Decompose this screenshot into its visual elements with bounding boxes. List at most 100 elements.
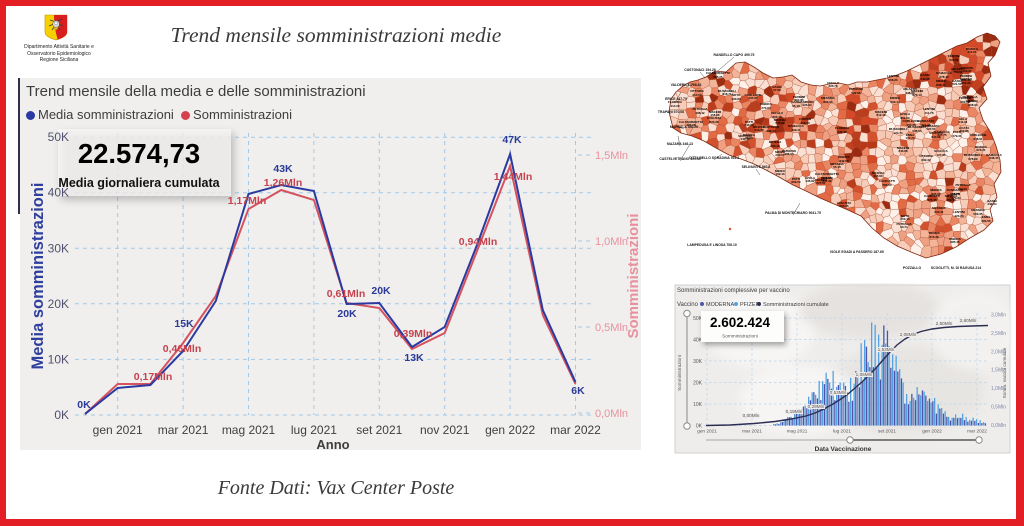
- svg-text:CALTANISSETTA: CALTANISSETTA: [815, 172, 840, 176]
- svg-text:441.91: 441.91: [958, 120, 968, 124]
- svg-text:124.74: 124.74: [893, 131, 903, 135]
- svg-text:342.34: 342.34: [987, 202, 997, 206]
- svg-text:CEFALU: CEFALU: [827, 81, 839, 85]
- svg-text:COMISO: COMISO: [799, 117, 812, 121]
- svg-text:MILAZZO: MILAZZO: [903, 87, 917, 91]
- svg-text:306.98: 306.98: [686, 123, 696, 127]
- svg-text:10K: 10K: [48, 352, 69, 366]
- svg-text:MINEO: MINEO: [890, 96, 901, 100]
- svg-text:lug 2021: lug 2021: [833, 429, 851, 434]
- svg-text:169.43: 169.43: [775, 172, 785, 176]
- svg-text:411.76: 411.76: [924, 111, 933, 115]
- svg-text:499.11: 499.11: [791, 128, 800, 132]
- svg-text:10K: 10K: [693, 402, 703, 408]
- svg-text:0,0Mln: 0,0Mln: [991, 423, 1006, 429]
- svg-text:214.59: 214.59: [692, 93, 702, 97]
- svg-text:2,0Mln: 2,0Mln: [991, 349, 1006, 355]
- svg-text:Somministrazioni cumulate: Somministrazioni cumulate: [763, 302, 829, 308]
- svg-text:313.78: 313.78: [754, 128, 764, 132]
- svg-text:RIBERA: RIBERA: [760, 102, 772, 106]
- svg-text:NOTO: NOTO: [901, 214, 910, 218]
- svg-text:673.14: 673.14: [912, 93, 922, 97]
- svg-text:273.83: 273.83: [761, 106, 771, 110]
- svg-text:0,5Mln: 0,5Mln: [991, 405, 1006, 411]
- svg-text:20K: 20K: [371, 285, 391, 297]
- svg-text:mag 2021: mag 2021: [222, 423, 276, 437]
- svg-text:521.50: 521.50: [952, 82, 962, 86]
- svg-text:ADRANO: ADRANO: [800, 100, 814, 104]
- svg-text:2,5Mln: 2,5Mln: [991, 331, 1006, 337]
- svg-text:ISOLE EGADI A PASSERO 187.65: ISOLE EGADI A PASSERO 187.65: [830, 250, 884, 254]
- svg-text:RANDAZZO: RANDAZZO: [947, 188, 964, 192]
- svg-text:AUGUSTA: AUGUSTA: [837, 201, 852, 205]
- svg-text:40K: 40K: [693, 337, 703, 343]
- svg-text:3,0Mln: 3,0Mln: [991, 313, 1006, 319]
- svg-text:851.99: 851.99: [900, 116, 910, 120]
- svg-text:AVOLA: AVOLA: [900, 112, 911, 116]
- svg-text:CEFALU: CEFALU: [771, 111, 783, 115]
- svg-text:615.81: 615.81: [949, 58, 959, 62]
- svg-text:TERMINI: TERMINI: [959, 96, 971, 100]
- svg-text:lug 2021: lug 2021: [291, 423, 337, 437]
- svg-text:LENTINI: LENTINI: [953, 210, 965, 214]
- svg-text:340.86: 340.86: [898, 149, 908, 153]
- svg-text:398.24: 398.24: [766, 129, 776, 133]
- svg-text:532.86: 532.86: [851, 91, 861, 95]
- svg-text:261.39: 261.39: [960, 100, 970, 104]
- svg-text:GANGI: GANGI: [920, 73, 930, 77]
- svg-text:844.68: 844.68: [931, 135, 941, 139]
- svg-text:GANGI: GANGI: [772, 85, 782, 89]
- svg-text:GANGI: GANGI: [952, 79, 962, 83]
- svg-text:FLORIDIA: FLORIDIA: [835, 126, 850, 130]
- svg-text:MINEO: MINEO: [775, 150, 786, 154]
- svg-text:NISCEMI: NISCEMI: [709, 110, 722, 114]
- svg-text:309.43: 309.43: [770, 144, 780, 148]
- svg-text:127.80: 127.80: [936, 153, 946, 157]
- svg-text:Data Vaccinazione: Data Vaccinazione: [815, 446, 872, 453]
- svg-text:SELINUNTE 863.8: SELINUNTE 863.8: [742, 165, 771, 169]
- svg-text:1,53Mln: 1,53Mln: [878, 347, 895, 352]
- svg-text:868.64: 868.64: [968, 103, 978, 107]
- svg-text:172.20: 172.20: [905, 136, 915, 140]
- svg-text:LENTINI: LENTINI: [887, 74, 899, 78]
- svg-text:754.50: 754.50: [953, 70, 963, 74]
- svg-text:152.37: 152.37: [962, 69, 972, 73]
- svg-text:CALTANISSETTA: CALTANISSETTA: [679, 120, 704, 124]
- svg-text:TROINA: TROINA: [928, 231, 940, 235]
- svg-text:646.54: 646.54: [912, 129, 922, 133]
- svg-text:NICOSIA: NICOSIA: [753, 125, 766, 129]
- svg-text:RIBERA: RIBERA: [949, 237, 961, 241]
- svg-text:RAMACCA: RAMACCA: [934, 130, 950, 134]
- svg-text:678.10: 678.10: [939, 75, 949, 79]
- svg-text:Vaccino: Vaccino: [677, 302, 699, 308]
- svg-text:0,39Mln: 0,39Mln: [394, 328, 433, 340]
- svg-text:2.602.424: 2.602.424: [710, 315, 771, 330]
- svg-text:PATTI: PATTI: [953, 130, 961, 134]
- svg-text:TERMINI: TERMINI: [815, 178, 827, 182]
- svg-text:1,0Mln: 1,0Mln: [991, 386, 1006, 392]
- svg-text:TERMINI: TERMINI: [960, 74, 972, 78]
- svg-text:50K: 50K: [48, 130, 69, 144]
- svg-text:RIBERA: RIBERA: [930, 188, 942, 192]
- svg-text:685.50: 685.50: [882, 183, 892, 187]
- svg-text:Somministrazioni complessive p: Somministrazioni complessive per vaccino: [677, 288, 790, 294]
- svg-text:MODICA: MODICA: [821, 176, 834, 180]
- svg-text:57.58: 57.58: [773, 88, 781, 92]
- svg-text:GANGI: GANGI: [968, 99, 978, 103]
- svg-text:mar 2021: mar 2021: [742, 429, 762, 434]
- svg-text:RAMACCA: RAMACCA: [986, 153, 1002, 157]
- svg-text:MODICA: MODICA: [975, 145, 988, 149]
- svg-text:GANGI: GANGI: [791, 100, 801, 104]
- svg-text:MESSINA: MESSINA: [971, 208, 986, 212]
- svg-text:Anno: Anno: [316, 437, 349, 452]
- svg-text:237.75: 237.75: [937, 133, 947, 137]
- svg-text:568.23: 568.23: [888, 78, 898, 82]
- svg-text:PATTI: PATTI: [792, 177, 800, 181]
- svg-text:277.57: 277.57: [816, 181, 826, 185]
- svg-text:Somministrazioni: Somministrazioni: [677, 355, 682, 391]
- svg-text:gen 2021: gen 2021: [697, 429, 717, 434]
- svg-text:537.50: 537.50: [926, 127, 936, 131]
- svg-text:65.18: 65.18: [792, 104, 800, 108]
- svg-text:NISCEMI: NISCEMI: [911, 89, 924, 93]
- svg-text:AVOLA: AVOLA: [805, 176, 816, 180]
